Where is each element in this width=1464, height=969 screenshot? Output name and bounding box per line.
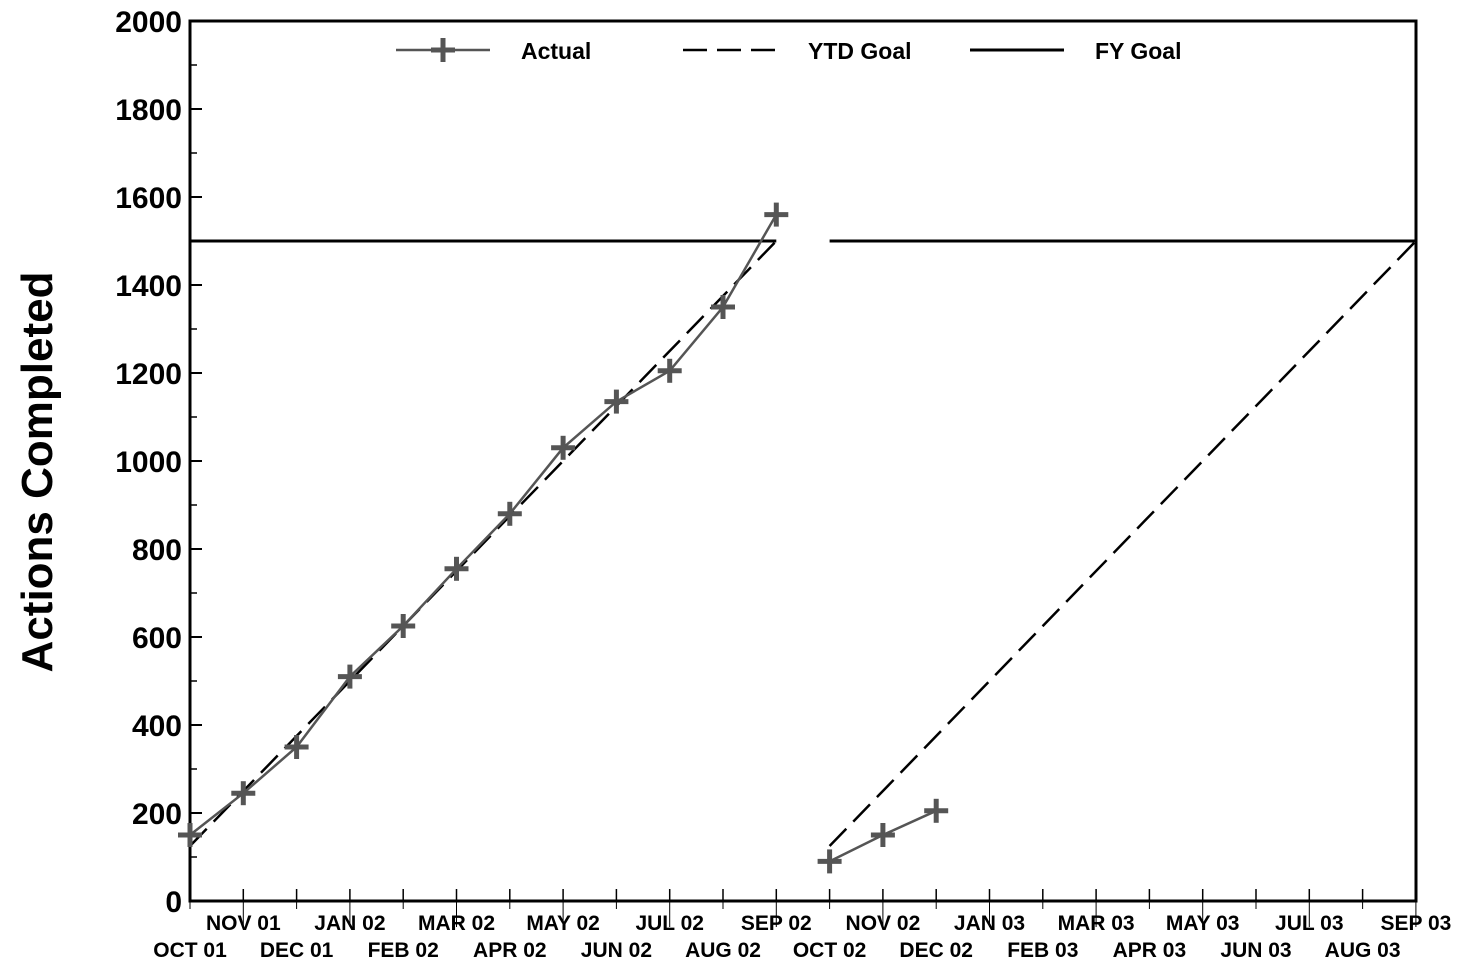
x-tick-label: JUL 03 <box>1275 912 1344 935</box>
y-tick-label: 1400 <box>115 270 182 303</box>
actual-point <box>444 556 469 581</box>
x-tick-label: JAN 03 <box>954 912 1025 935</box>
x-tick-label: AUG 02 <box>685 939 761 962</box>
x-tick-label: MAY 03 <box>1166 912 1240 935</box>
y-tick-label: 200 <box>132 798 182 831</box>
x-tick-label: AUG 03 <box>1325 939 1401 962</box>
x-tick-label: OCT 02 <box>793 939 867 962</box>
y-tick-label: 2000 <box>115 6 182 39</box>
actual-point <box>391 614 416 638</box>
x-tick-label: MAR 03 <box>1058 912 1135 935</box>
x-tick-label: APR 03 <box>1113 939 1187 962</box>
actual-point <box>817 849 842 874</box>
actual-point <box>178 823 202 847</box>
legend-fy-label: FY Goal <box>1095 38 1182 64</box>
y-tick-label: 400 <box>132 710 182 743</box>
ytd-goal-line <box>189 240 778 847</box>
actual-point <box>551 435 576 460</box>
actual-point <box>284 735 309 759</box>
plot-frame <box>188 19 1418 903</box>
ytd-goal-line <box>828 240 1417 847</box>
x-tick-label: SEP 02 <box>741 912 812 935</box>
y-tick-label: 800 <box>132 534 182 567</box>
x-tick-label: DEC 02 <box>899 939 973 962</box>
y-tick-label: 600 <box>132 622 182 655</box>
x-tick-label: JUN 02 <box>581 939 652 962</box>
x-tick-label: APR 02 <box>473 939 547 962</box>
y-tick-label: 1000 <box>115 446 182 479</box>
x-tick-label: MAR 02 <box>418 912 495 935</box>
x-tick-label: DEC 01 <box>260 939 334 962</box>
actual-point <box>711 295 735 319</box>
actual-point <box>604 389 629 414</box>
actual-point <box>337 664 362 689</box>
legend: Actual YTD Goal FY Goal <box>396 38 1182 64</box>
x-tick-label: JAN 02 <box>314 912 385 935</box>
axis-ticks: 0 200 400 600 800 1000 1200 1400 1600 1800 2000 OCT… <box>115 6 1451 962</box>
y-tick-label: 1200 <box>115 358 182 391</box>
actual-point <box>870 823 895 847</box>
x-tick-label: JUL 02 <box>635 912 704 935</box>
x-tick-label: SEP 03 <box>1380 912 1451 935</box>
x-tick-label: MAY 02 <box>526 912 600 935</box>
legend-ytd-label: YTD Goal <box>808 38 912 64</box>
y-tick-label: 1800 <box>115 94 182 127</box>
actual-point <box>764 202 789 227</box>
legend-actual-marker <box>431 38 455 62</box>
x-tick-label: FEB 03 <box>1007 939 1078 962</box>
y-tick-label: 1600 <box>115 182 182 215</box>
actual-point <box>231 781 256 806</box>
actual-line <box>189 213 778 836</box>
y-tick-label: 0 <box>165 886 182 919</box>
actual-point <box>924 798 949 823</box>
series-layer <box>178 202 1417 874</box>
y-axis-label: Actions Completed <box>13 272 62 673</box>
actual-point <box>657 358 682 383</box>
x-tick-label: NOV 01 <box>206 912 281 935</box>
legend-actual-label: Actual <box>521 38 591 64</box>
x-tick-label: FEB 02 <box>368 939 439 962</box>
x-tick-label: NOV 02 <box>846 912 921 935</box>
x-tick-label: JUN 03 <box>1220 939 1291 962</box>
x-tick-label: OCT 01 <box>153 939 227 962</box>
actual-point <box>497 501 522 526</box>
